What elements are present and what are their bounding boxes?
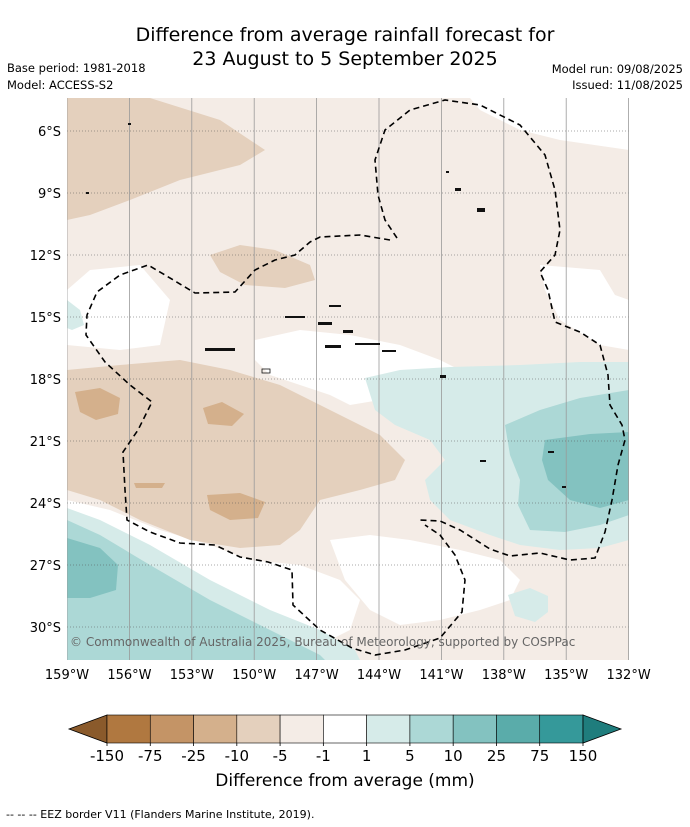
longitude-label: 141°W <box>419 668 463 683</box>
colorbar-label: Difference from average (mm) <box>215 771 475 791</box>
chart-title-line1: Difference from average rainfall forecas… <box>135 24 555 46</box>
island <box>285 316 305 318</box>
latitude-label: 6°S <box>38 125 61 140</box>
island <box>455 188 461 191</box>
neutral-region <box>470 98 629 150</box>
chart-title-line2: 23 August to 5 September 2025 <box>192 48 498 70</box>
colorbar-tick-label: 1 <box>362 747 372 765</box>
island <box>343 330 353 333</box>
longitude-label: 135°W <box>544 668 588 683</box>
colorbar-extend-low <box>67 714 108 744</box>
latitude-label: 21°S <box>30 435 61 450</box>
neutral-region <box>67 265 170 350</box>
copyright-text: © Commonwealth of Australia 2025, Bureau… <box>70 635 575 649</box>
dry-region <box>67 360 405 548</box>
eez-borders <box>85 99 626 656</box>
island <box>261 368 271 374</box>
model-name: Model: ACCESS-S2 <box>7 78 114 92</box>
colorbar-swatch <box>106 714 151 744</box>
island <box>205 348 235 351</box>
issued-date: Issued: 11/08/2025 <box>572 78 683 92</box>
island <box>382 350 396 352</box>
islands <box>86 123 566 488</box>
colorbar-swatch <box>452 714 497 744</box>
longitude-label: 156°W <box>107 668 151 683</box>
colorbar-swatch <box>366 714 411 744</box>
colorbar-swatch <box>279 714 324 744</box>
colorbar-tick-label: 5 <box>405 747 415 765</box>
island <box>355 343 380 345</box>
latitude-label: 24°S <box>30 497 61 512</box>
eez-footnote: -- -- -- EEZ border V11 (Flanders Marine… <box>6 808 315 821</box>
colorbar-tick-label: -1 <box>316 747 331 765</box>
longitude-label: 138°W <box>482 668 526 683</box>
island <box>440 375 446 378</box>
island <box>548 451 554 453</box>
colorbar-tick-label: -25 <box>181 747 206 765</box>
model-run: Model run: 09/08/2025 <box>551 62 683 76</box>
latitude-label: 15°S <box>30 311 61 326</box>
island <box>325 345 341 348</box>
longitude-label: 153°W <box>170 668 214 683</box>
dry-region <box>207 493 265 520</box>
longitude-label: 159°W <box>45 668 89 683</box>
latitude-labels: 6°S 9°S 12°S 15°S 18°S 21°S 24°S 27°S 30°S <box>30 125 61 636</box>
wet-region <box>67 520 325 660</box>
island <box>86 192 89 194</box>
latitude-label: 30°S <box>30 621 61 636</box>
colorbar-swatch <box>193 714 238 744</box>
dry-region <box>203 402 244 426</box>
island <box>480 460 486 462</box>
wet-region <box>508 588 548 622</box>
island <box>329 305 341 307</box>
island <box>446 171 449 173</box>
colorbar: -150 -75 -25 -10 -5 -1 1 5 10 25 75 150 <box>67 714 623 765</box>
colorbar-tick-label: -75 <box>138 747 163 765</box>
colorbar-swatch <box>149 714 194 744</box>
dry-region <box>210 245 315 288</box>
longitude-label: 132°W <box>607 668 651 683</box>
longitude-label: 147°W <box>295 668 339 683</box>
latitude-label: 27°S <box>30 559 61 574</box>
dry-region <box>75 388 120 420</box>
island <box>318 322 332 325</box>
eez-border <box>85 234 466 656</box>
colorbar-swatch <box>539 714 584 744</box>
dry-region <box>134 483 165 488</box>
longitude-label: 144°W <box>357 668 401 683</box>
base-period: Base period: 1981-2018 <box>7 61 146 75</box>
wet-region <box>67 300 84 330</box>
neutral-region <box>330 535 520 625</box>
colorbar-tick-label: 150 <box>569 747 598 765</box>
colorbar-tick-label: -150 <box>90 747 124 765</box>
colorbar-swatch <box>496 714 541 744</box>
latitude-label: 9°S <box>38 187 61 202</box>
longitude-labels: 159°W 156°W 153°W 150°W 147°W 144°W 141°W 138°W… <box>45 668 651 683</box>
latitude-label: 12°S <box>30 249 61 264</box>
colorbar-swatch <box>409 714 454 744</box>
longitude-label: 150°W <box>232 668 276 683</box>
latitude-label: 18°S <box>30 373 61 388</box>
colorbar-swatch <box>323 714 367 744</box>
colorbar-swatch <box>236 714 281 744</box>
wet-region <box>67 538 118 598</box>
colorbar-tick-label: 25 <box>487 747 506 765</box>
colorbar-tick-label: 75 <box>530 747 549 765</box>
colorbar-extend-high <box>582 714 623 744</box>
neutral-region <box>540 265 629 350</box>
colorbar-tick-label: -10 <box>225 747 250 765</box>
colorbar-tick-label: -5 <box>273 747 288 765</box>
island <box>562 486 566 488</box>
gridlines <box>67 98 629 660</box>
island <box>128 123 131 125</box>
colorbar-tick-label: 10 <box>444 747 463 765</box>
map-area: © Commonwealth of Australia 2025, Bureau… <box>67 98 629 660</box>
island <box>477 208 485 212</box>
wet-region <box>542 432 629 508</box>
dry-region <box>67 98 265 220</box>
